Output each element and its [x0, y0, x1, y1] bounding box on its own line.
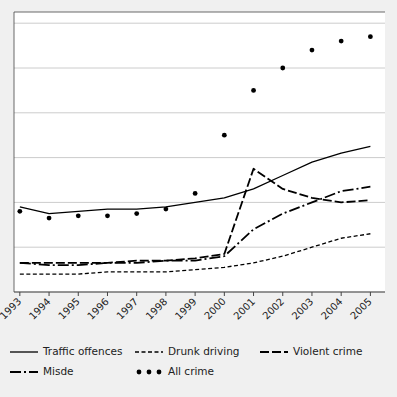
point: [339, 39, 344, 44]
point: [17, 209, 22, 214]
point: [251, 88, 256, 93]
x-tick-label: 1997: [114, 296, 140, 322]
y-axis-line: [14, 12, 15, 292]
legend-item: Traffic offences: [10, 345, 122, 357]
x-tick-label: 1999: [173, 296, 199, 322]
legend-swatch: [147, 370, 152, 375]
x-tick: [253, 292, 254, 296]
grid-line: [14, 292, 385, 293]
legend-label: Drunk driving: [168, 345, 239, 357]
x-tick-label: 1993: [0, 296, 23, 322]
x-tick-label: 2003: [290, 296, 316, 322]
legend-item: Violent crime: [260, 345, 362, 357]
point: [193, 191, 198, 196]
x-tick: [341, 292, 342, 296]
x-tick: [49, 292, 50, 296]
series-line: [20, 187, 371, 265]
x-tick: [195, 292, 196, 296]
x-tick: [19, 292, 20, 296]
grid-line: [14, 112, 385, 113]
point: [47, 216, 52, 221]
legend-swatch: [137, 370, 142, 375]
x-tick-label: 2001: [231, 296, 257, 322]
x-tick-label: 2004: [319, 296, 345, 322]
x-tick: [107, 292, 108, 296]
point: [222, 133, 227, 138]
legend-label: Violent crime: [293, 345, 362, 357]
legend-label: Traffic offences: [42, 345, 122, 357]
x-tick-label: 2005: [348, 296, 374, 322]
x-tick-label: 1995: [56, 296, 82, 322]
x-tick: [165, 292, 166, 296]
x-tick-label: 1994: [27, 296, 53, 322]
x-tick: [282, 292, 283, 296]
legend-swatch: [260, 351, 288, 353]
point: [164, 207, 169, 212]
point: [105, 213, 110, 218]
legend-swatch: [135, 351, 163, 352]
x-tick: [136, 292, 137, 296]
legend-item: Drunk driving: [135, 345, 239, 357]
grid-line: [14, 68, 385, 69]
x-tick-label: 1998: [144, 296, 170, 322]
series-line: [20, 146, 371, 213]
x-tick-label: 2000: [202, 296, 228, 322]
x-tick: [311, 292, 312, 296]
legend-swatch: [10, 351, 38, 352]
point: [134, 211, 139, 216]
x-tick: [370, 292, 371, 296]
background: [0, 0, 397, 397]
chart: 1993199419951996199719981999200020012002…: [0, 0, 397, 397]
point: [76, 213, 81, 218]
point: [310, 48, 315, 53]
legend-swatch: [157, 370, 162, 375]
x-tick: [224, 292, 225, 296]
x-tick: [78, 292, 79, 296]
point: [368, 34, 373, 39]
legend-label: Misde: [43, 365, 74, 377]
legend-item: Misde: [10, 365, 74, 377]
x-axis-line: [14, 292, 385, 293]
top-frame-line: [14, 12, 385, 13]
series-group: [17, 34, 372, 274]
x-tick-label: 2002: [261, 296, 287, 322]
legend-label: All crime: [168, 365, 214, 377]
series-line: [20, 234, 371, 274]
series-line: [20, 169, 371, 263]
plot-area: [14, 12, 385, 292]
x-tick-label: 1996: [85, 296, 111, 322]
point: [280, 66, 285, 71]
grid-line: [14, 23, 385, 24]
legend-item: All crime: [137, 365, 214, 377]
grid-line: [14, 247, 385, 248]
legend-swatch: [10, 371, 38, 373]
